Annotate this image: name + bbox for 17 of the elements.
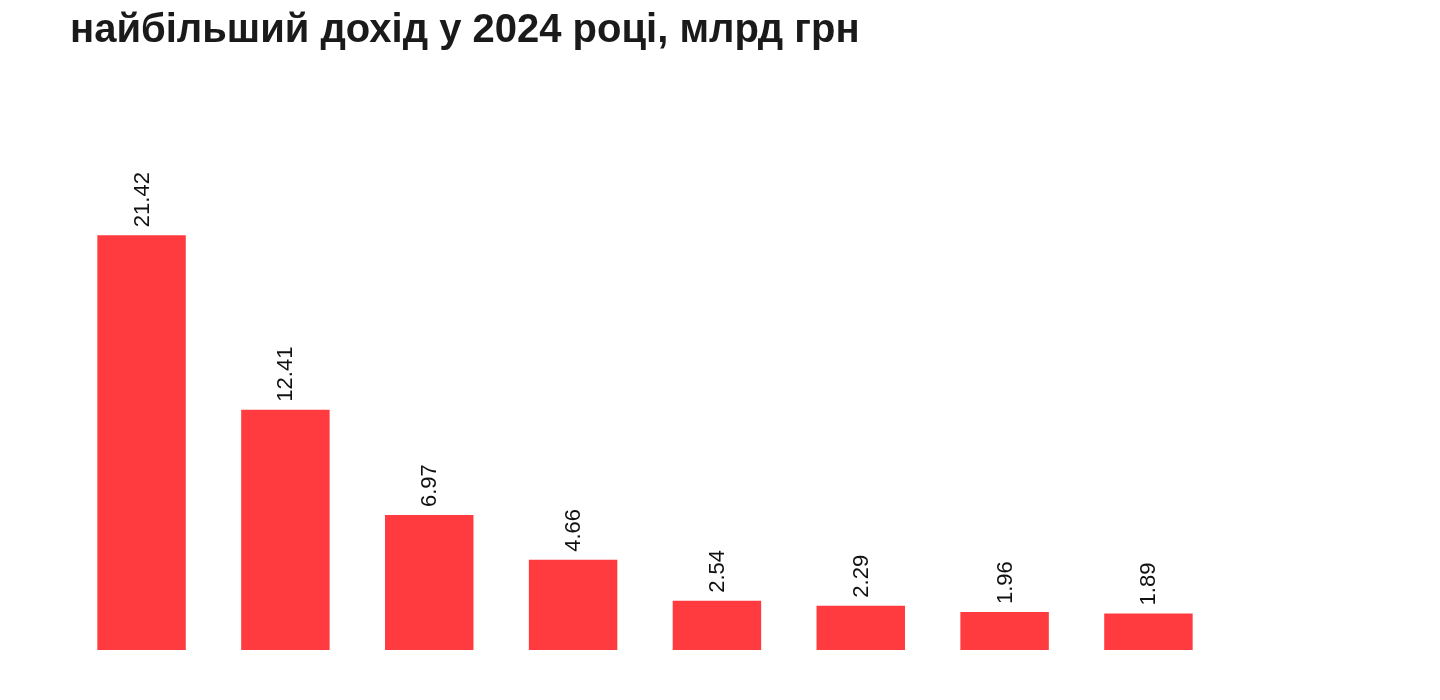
data-label: 21.42 [128, 172, 154, 228]
data-label: 2.29 [847, 554, 873, 598]
data-label: 12.41 [272, 346, 298, 402]
bar [385, 515, 474, 650]
bar [241, 409, 330, 650]
bar [528, 559, 618, 650]
data-label: 1.89 [1135, 562, 1161, 606]
bar [816, 605, 905, 650]
data-label: 2.54 [703, 549, 729, 593]
bar [1104, 613, 1193, 650]
bar [960, 612, 1049, 650]
data-label: 6.97 [416, 464, 442, 508]
chart-title: найбільший дохід у 2024 році, млрд грн [70, 6, 860, 50]
bar [672, 600, 762, 650]
bar [97, 235, 186, 650]
data-label: 1.96 [991, 561, 1017, 605]
data-label: 4.66 [560, 508, 586, 552]
